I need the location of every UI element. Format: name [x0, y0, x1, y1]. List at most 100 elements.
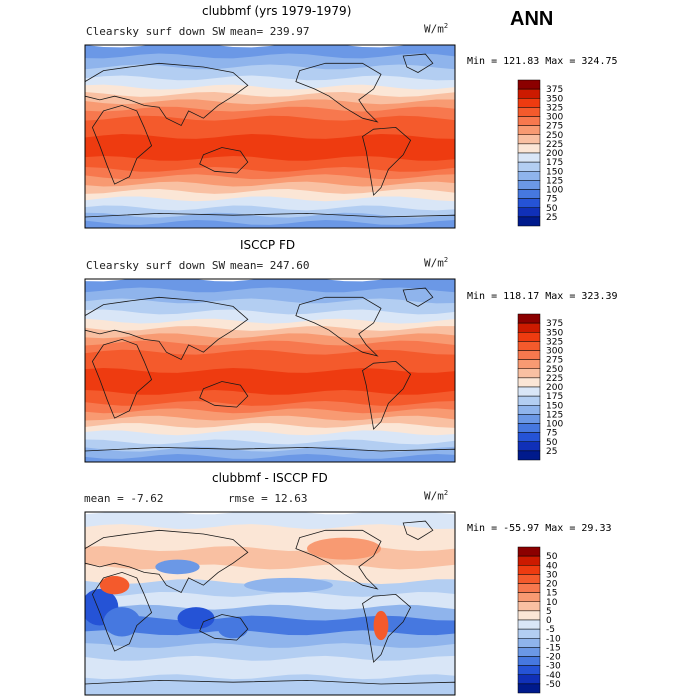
colorbar-swatch — [517, 88, 541, 99]
colorbar-swatch — [517, 107, 541, 117]
colorbar-swatch — [517, 656, 541, 666]
colorbar-tick-label: 250 — [546, 131, 563, 141]
colorbar-swatch — [517, 619, 541, 630]
colorbar-swatch — [517, 359, 541, 369]
colorbar-swatch — [517, 395, 541, 406]
coastline — [295, 296, 382, 357]
colorbar-swatch — [517, 628, 541, 639]
colorbar-swatch — [517, 332, 541, 342]
contour-band — [85, 630, 455, 649]
colorbar-tick-label: 75 — [546, 429, 557, 439]
panel2-title: ISCCP FD — [240, 238, 296, 252]
colorbar-swatch — [517, 207, 541, 218]
colorbar-tick-label: -15 — [546, 643, 561, 653]
colorbar-swatch — [517, 683, 541, 694]
colorbar-swatch — [517, 414, 541, 424]
colorbar-swatch — [517, 161, 541, 172]
colorbar-tick-label: 250 — [546, 365, 563, 375]
map-field-2 — [85, 279, 455, 462]
colorbar-tick-label: 0 — [546, 616, 552, 626]
colorbar-tick-label: 100 — [546, 186, 563, 196]
coastline — [85, 296, 249, 361]
colorbar-swatch — [517, 601, 541, 612]
map-frame-1 — [84, 44, 456, 229]
colorbar-tick-label: 175 — [546, 158, 563, 168]
panel1-mean: mean= 239.97 — [230, 25, 310, 38]
colorbar-tick-label: 50 — [546, 552, 558, 562]
colorbar-swatch — [517, 116, 541, 126]
colorbar-tick-label: 100 — [546, 420, 563, 430]
colorbar-swatch — [517, 125, 541, 135]
contour-band — [85, 75, 455, 91]
anomaly-blob — [244, 577, 333, 593]
colorbar-swatch — [517, 432, 541, 442]
anomaly-blob — [155, 559, 200, 575]
colorbar-tick-label: 25 — [546, 213, 557, 223]
colorbar-swatch — [517, 134, 541, 145]
colorbar-tick-label: 50 — [546, 438, 558, 448]
colorbar-tick-label: 175 — [546, 392, 563, 402]
colorbar-swatch — [517, 143, 541, 154]
colorbar-tick-label: 200 — [546, 149, 563, 159]
panel3-units: W/m2 — [424, 489, 449, 503]
colorbar-tick-label: 50 — [546, 204, 558, 214]
colorbar-tick-label: 350 — [546, 94, 563, 104]
panel2-minmax: Min = 118.17 Max = 323.39 — [467, 291, 618, 302]
colorbar-swatch — [517, 368, 541, 379]
panel3-minmax: Min = -55.97 Max = 29.33 — [467, 523, 612, 534]
colorbar-swatch — [517, 386, 541, 397]
map-panel-2: 3753503253002752502252001751501251007550… — [84, 278, 563, 463]
colorbar-tick-label: 150 — [546, 401, 563, 411]
colorbar-swatch — [517, 198, 541, 208]
colorbar-swatch — [517, 583, 541, 593]
colorbar-swatch — [517, 555, 541, 566]
panel2-units: W/m2 — [424, 256, 449, 270]
anomaly-blob — [373, 610, 389, 641]
colorbar-tick-label: -50 — [546, 680, 561, 690]
colorbar-swatch — [517, 423, 541, 433]
coastline — [85, 212, 455, 228]
colorbar-swatch — [517, 350, 541, 360]
panel1-units: W/m2 — [424, 22, 449, 36]
colorbar-tick-label: 5 — [546, 607, 552, 617]
colorbar-tick-label: 375 — [546, 85, 563, 95]
coastline — [362, 360, 412, 430]
colorbar-tick-label: 125 — [546, 410, 563, 420]
contour-band — [85, 106, 455, 122]
season-label: ANN — [510, 8, 554, 30]
coastline — [402, 520, 434, 540]
contour-band — [85, 674, 455, 695]
colorbar-tick-label: 150 — [546, 167, 563, 177]
panel3-rmse: rmse = 12.63 — [228, 492, 308, 505]
colorbar-tick-label: 40 — [546, 561, 558, 571]
colorbar-tick-label: 275 — [546, 122, 563, 132]
colorbar-swatch — [517, 546, 541, 557]
coastline — [199, 614, 249, 641]
colorbar-tick-label: 225 — [546, 374, 563, 384]
coastline — [295, 529, 382, 590]
map-field-3 — [85, 512, 455, 695]
colorbar-tick-label: 75 — [546, 195, 557, 205]
map-frame-2 — [84, 278, 456, 463]
colorbar-tick-label: 25 — [546, 447, 557, 457]
anomaly-blob — [307, 537, 381, 560]
coastline — [85, 679, 455, 695]
colorbar-tick-label: -5 — [546, 625, 555, 635]
colorbar-tick-label: 125 — [546, 176, 563, 186]
contour-band — [85, 430, 455, 445]
colorbar-tick-label: 300 — [546, 347, 563, 357]
anomaly-blob — [218, 619, 248, 639]
contour-band — [85, 524, 455, 552]
coastline — [295, 62, 382, 123]
coastline — [362, 126, 412, 196]
colorbar-tick-label: 275 — [546, 356, 563, 366]
colorbar-tick-label: -40 — [546, 671, 561, 681]
contour-band — [85, 298, 455, 315]
colorbar-swatch — [517, 152, 541, 163]
coastline — [402, 53, 434, 73]
panel3-mean: mean = -7.62 — [84, 492, 164, 505]
contour-band — [85, 134, 455, 162]
contour-band — [85, 279, 455, 293]
